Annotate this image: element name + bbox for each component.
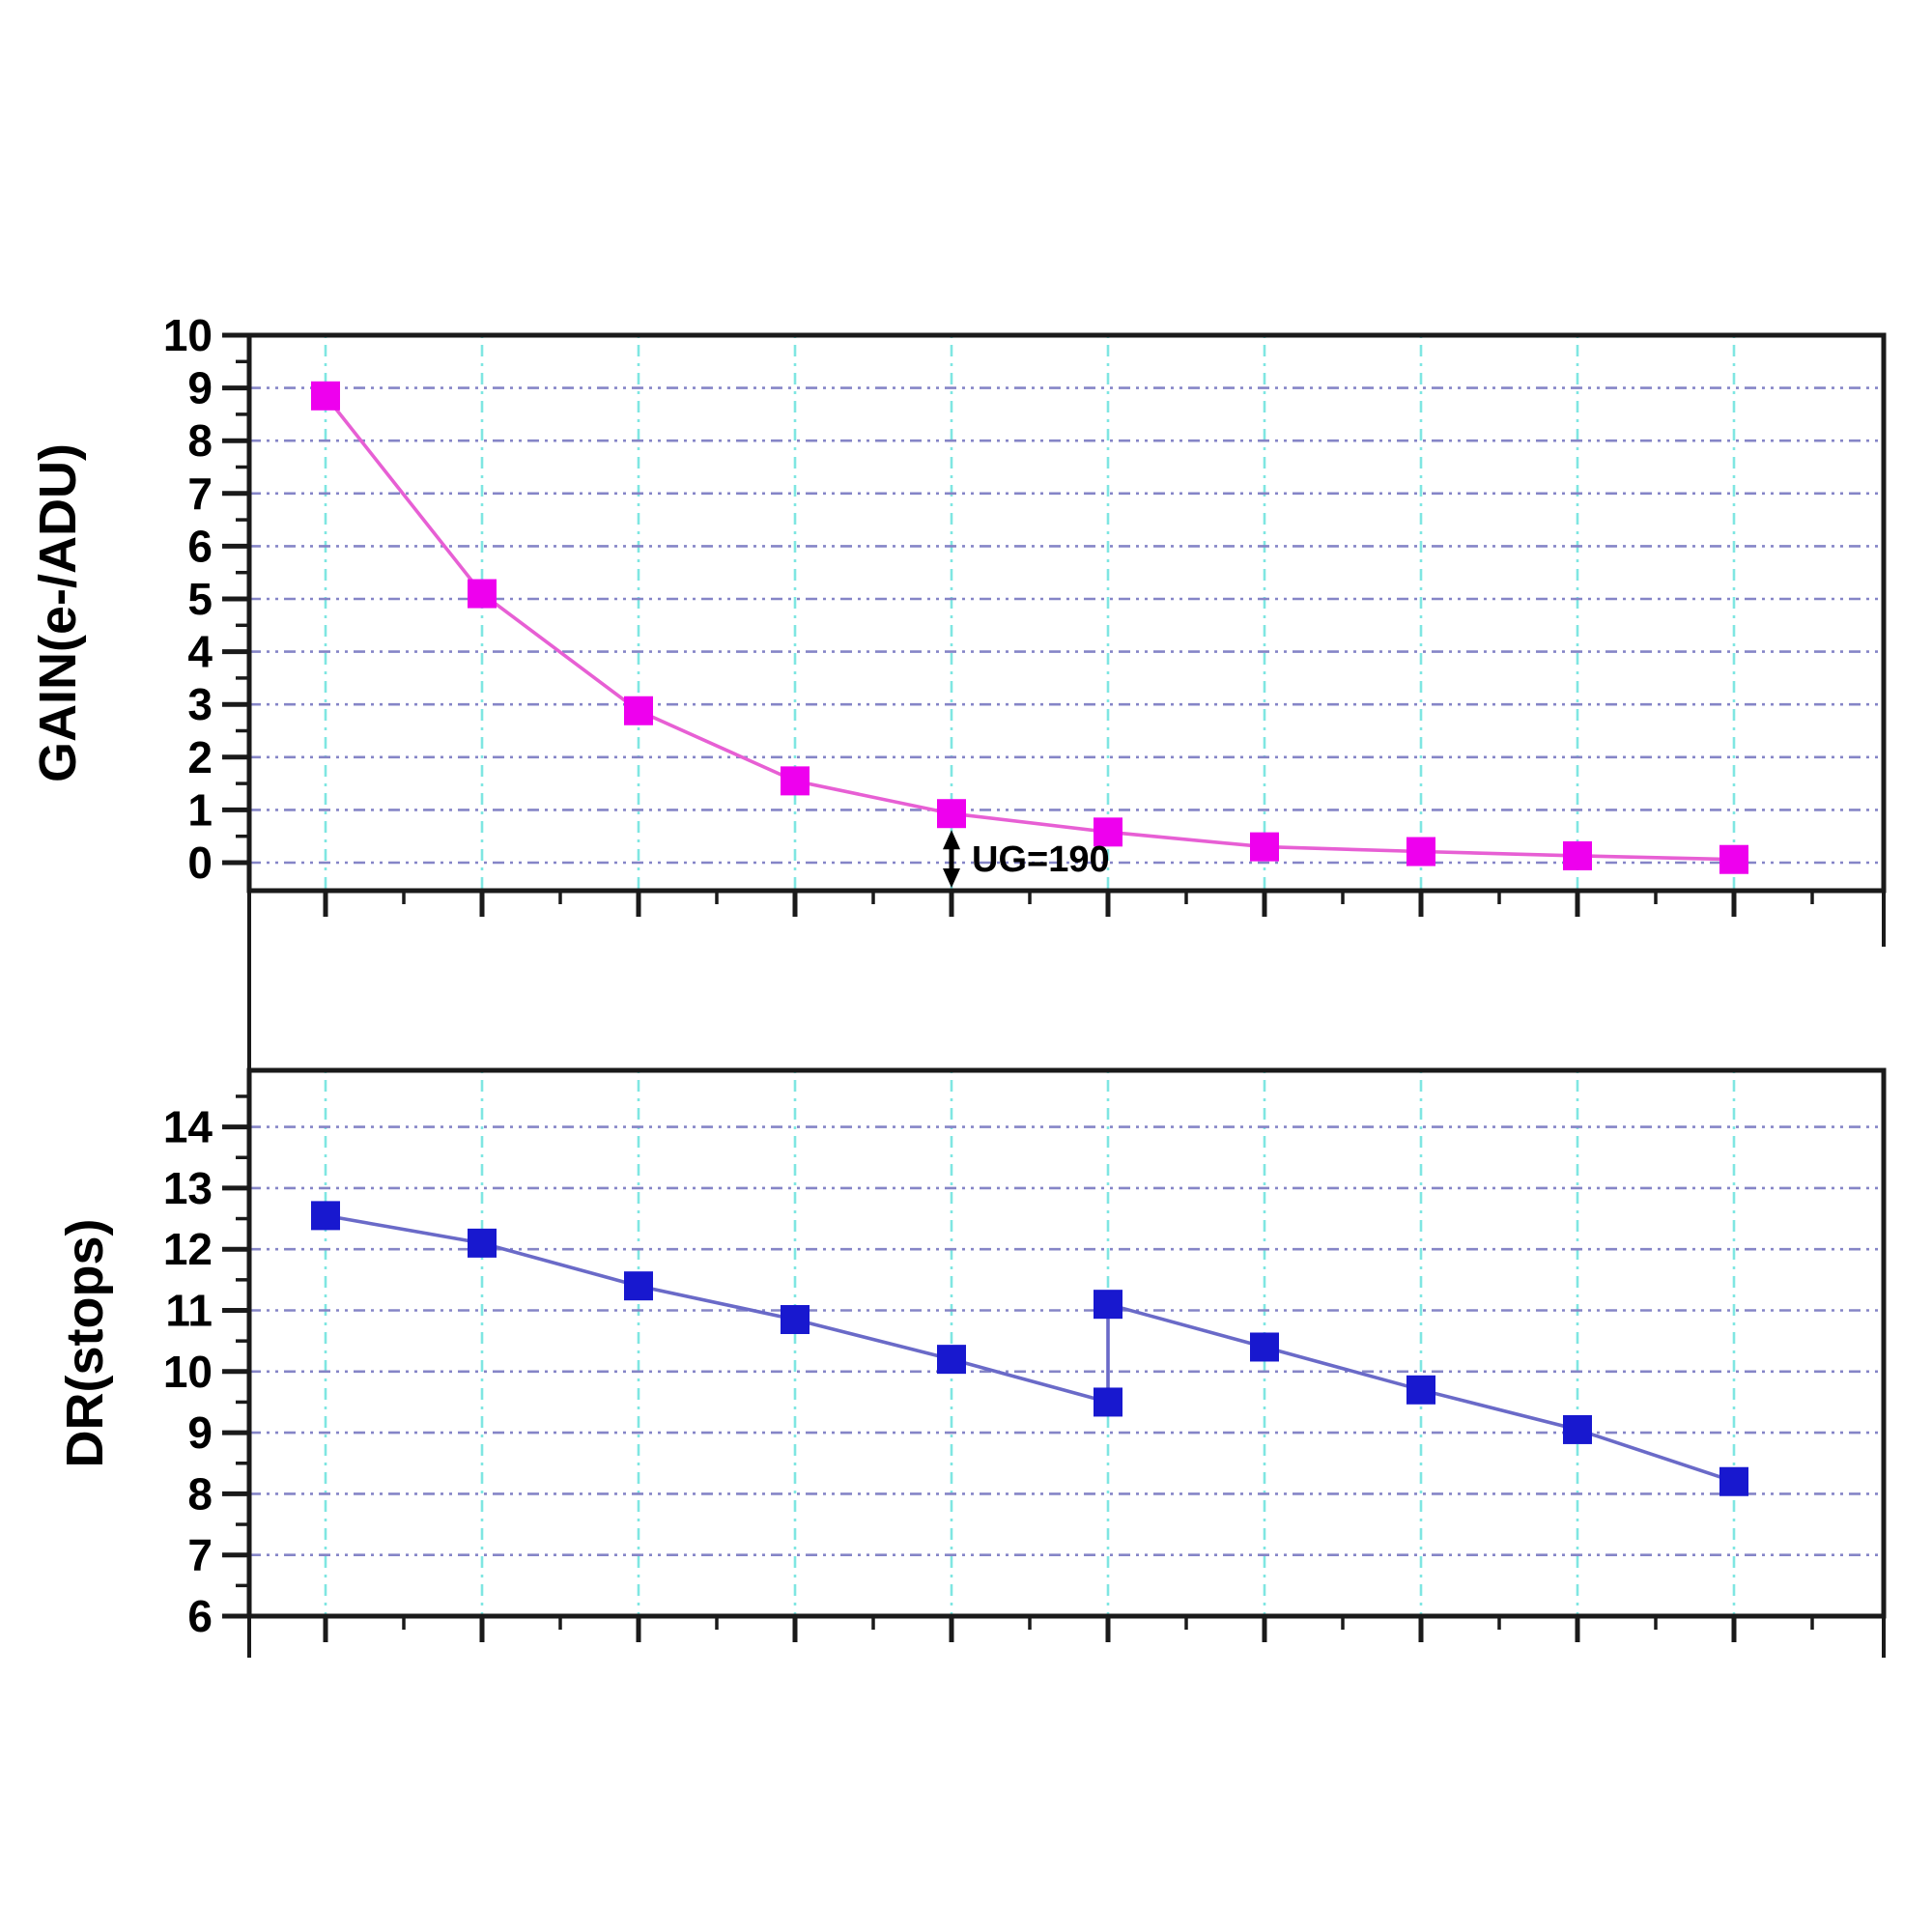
gain-data-point <box>1563 840 1592 870</box>
gain-data-point <box>1094 817 1122 847</box>
gain-data-point <box>781 766 810 796</box>
dr-data-point <box>1719 1466 1748 1496</box>
gain-y-tick-label: 6 <box>187 521 213 571</box>
gain-y-tick-label: 2 <box>187 732 213 782</box>
dr-y-tick-label: 13 <box>163 1163 213 1213</box>
dr-data-point <box>781 1304 810 1334</box>
gain-series-line <box>324 394 1735 862</box>
gain-y-tick-label: 10 <box>163 310 213 360</box>
dr-data-point <box>1094 1387 1122 1417</box>
dr-data-point <box>1406 1375 1435 1405</box>
panel-dr: 6 7 8 9 10 11 12 13 14 DR(stops) <box>56 1067 1887 1642</box>
ug-arrow-head-down <box>943 868 960 888</box>
gain-data-point <box>937 799 966 829</box>
dr-plot-box <box>246 1067 1887 1619</box>
gain-data-point <box>1406 837 1435 867</box>
dr-data-point <box>1094 1290 1122 1320</box>
dr-y-tick-label: 7 <box>187 1530 213 1580</box>
gain-plot-box <box>246 332 1887 894</box>
gain-data-point <box>468 579 497 609</box>
ug-arrow-head-up <box>943 830 960 850</box>
dr-y-tick-label: 12 <box>163 1224 213 1274</box>
dr-data-point <box>937 1345 966 1375</box>
ug-annotation-label: UG=190 <box>972 839 1110 880</box>
dr-data-point <box>468 1228 497 1258</box>
gain-data-point <box>1719 844 1748 874</box>
ug-annotation: UG=190 <box>943 830 1110 888</box>
gain-data-point <box>311 381 340 411</box>
gain-y-tick-label: 3 <box>187 679 213 729</box>
dr-data-point <box>624 1271 653 1301</box>
dr-y-tick-label: 10 <box>163 1347 213 1397</box>
dr-series-line <box>325 1213 1735 1484</box>
gain-y-tick-label: 5 <box>187 574 213 624</box>
gain-data-point <box>624 696 653 725</box>
gain-y-tick-label: 0 <box>187 838 213 888</box>
dr-data-point <box>311 1201 340 1231</box>
dr-y-tick-label: 11 <box>165 1286 213 1336</box>
gain-y-tick-label: 9 <box>187 363 213 413</box>
gain-y-tick-label: 8 <box>187 415 213 466</box>
gain-y-tick-label: 7 <box>187 469 213 519</box>
dr-data-point <box>1563 1414 1592 1444</box>
gain-axis-title: GAIN(e-/ADU) <box>29 443 87 782</box>
gain-data-point <box>1250 832 1279 862</box>
dr-y-tick-label: 6 <box>187 1591 213 1641</box>
gain-y-tick-label: 4 <box>187 627 213 677</box>
dr-y-tick-label: 14 <box>163 1102 213 1152</box>
gain-y-tick-label: 1 <box>187 784 213 835</box>
dr-data-point <box>1250 1332 1279 1362</box>
dr-axis-title: DR(stops) <box>56 1219 114 1468</box>
dr-y-tick-label: 9 <box>187 1407 213 1458</box>
dr-y-tick-label: 8 <box>187 1468 213 1519</box>
